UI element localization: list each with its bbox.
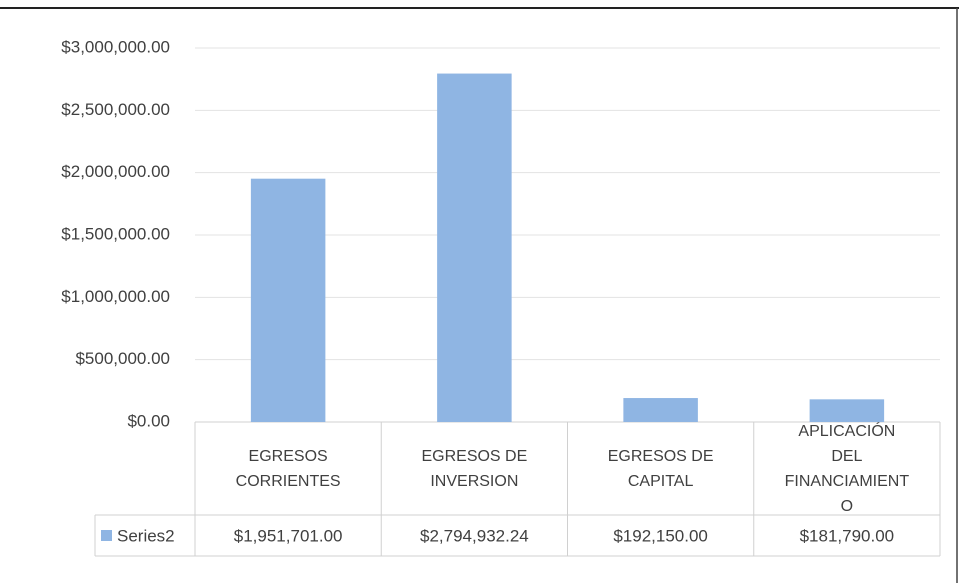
y-tick-label: $3,000,000.00 [61,37,170,56]
y-tick-label: $500,000.00 [75,349,170,368]
bar [809,399,885,422]
value-label: $1,951,701.00 [234,526,343,545]
bar [623,398,698,422]
value-label: $2,794,932.24 [420,526,529,545]
value-label: $181,790.00 [800,526,895,545]
x-tick-label: EGRESOS CORRIENTES [235,447,341,490]
legend-swatch [101,530,112,541]
y-tick-label: $1,500,000.00 [61,224,170,243]
x-tick-label: APLICACIÓN DEL FINANCIAMIENTO [784,422,910,515]
x-tick-label: EGRESOS DE INVERSION [421,447,528,490]
y-tick-label: $2,000,000.00 [61,162,170,181]
y-tick-label: $1,000,000.00 [61,287,170,306]
bar [250,178,326,422]
legend-label: Series2 [117,526,175,545]
x-tick-label: EGRESOS DE CAPITAL [607,447,714,490]
bar [437,73,512,422]
value-label: $192,150.00 [613,526,708,545]
y-tick-label: $0.00 [127,411,170,430]
y-tick-label: $2,500,000.00 [61,100,170,119]
